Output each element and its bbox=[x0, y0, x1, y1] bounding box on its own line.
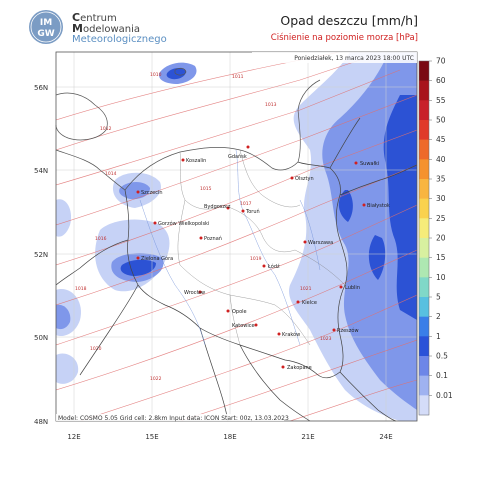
svg-text:1014: 1014 bbox=[105, 171, 117, 177]
isobars bbox=[56, 52, 417, 421]
city-marker-szczecin bbox=[136, 190, 140, 194]
precip-nw-mid bbox=[119, 182, 150, 200]
city-label-warszawa: Warszawa bbox=[308, 240, 333, 246]
lat-label-54n: 54N bbox=[34, 167, 48, 175]
city-label-zakopane: Zakopane bbox=[287, 365, 312, 371]
city-marker-opole bbox=[226, 309, 230, 313]
map-subtitle: Ciśnienie na poziomie morza [hPa] bbox=[270, 33, 418, 43]
city-marker-krakow bbox=[277, 332, 281, 336]
city-label-krakow: Kraków bbox=[282, 331, 300, 338]
date-label-bg bbox=[252, 52, 417, 63]
city-label-torun: Toruń bbox=[245, 208, 260, 215]
city-label-wroclaw: Wrocław bbox=[184, 290, 205, 296]
lat-label-50n: 50N bbox=[34, 334, 48, 342]
city-label-gorzow: Gorzów Wielkopolski bbox=[158, 220, 209, 227]
city-marker-warszawa bbox=[303, 240, 307, 244]
internal-borders bbox=[177, 149, 346, 346]
svg-text:1018: 1018 bbox=[75, 286, 87, 292]
city-label-lublin: Lublin bbox=[345, 285, 360, 291]
city-marker-lublin bbox=[339, 285, 343, 289]
lat-label-56n: 56N bbox=[34, 84, 48, 92]
header: IM GW Centrum Modelowania Meteorologiczn… bbox=[0, 0, 478, 52]
svg-text:1015: 1015 bbox=[200, 186, 212, 192]
city-marker-poznan bbox=[199, 236, 203, 240]
lat-label-52n: 52N bbox=[34, 251, 48, 259]
city-marker-katowice bbox=[254, 323, 258, 327]
precip-small-1 bbox=[125, 237, 143, 251]
svg-text:1021: 1021 bbox=[300, 286, 312, 292]
city-marker-zakopane bbox=[281, 365, 285, 369]
city-marker-gorzow bbox=[153, 221, 157, 225]
longitude-labels: 12E 15E 18E 21E 24E bbox=[67, 433, 392, 441]
footer-bg bbox=[56, 414, 284, 421]
precip-sw-far bbox=[56, 353, 79, 384]
forecast-date: Poniedziałek, 13 marca 2023 18:00 UTC bbox=[294, 55, 414, 62]
logo-text-top: IM bbox=[40, 18, 52, 28]
coastline bbox=[55, 67, 321, 191]
org-name-line3: Meteorologicznego bbox=[72, 34, 167, 45]
svg-text:1023: 1023 bbox=[320, 336, 332, 342]
precip-east-strong-2 bbox=[368, 235, 386, 280]
city-label-gdansk: Gdańsk bbox=[228, 153, 247, 160]
city-label-bydgoszcz: Bydgoszcz bbox=[204, 204, 231, 210]
city-label-rzeszow: Rzeszów bbox=[337, 327, 359, 334]
city-markers: Koszalin Gdańsk Olsztyn Suwałki Szczecin… bbox=[136, 145, 390, 371]
city-marker-koszalin bbox=[181, 158, 185, 162]
city-marker-zielona-gora bbox=[136, 256, 140, 260]
lon-label-24e: 24E bbox=[379, 433, 392, 441]
city-marker-olsztyn bbox=[290, 176, 294, 180]
latitude-labels: 56N 54N 52N 50N 48N bbox=[34, 84, 48, 426]
city-label-zielona-gora: Zielona Góra bbox=[141, 255, 173, 262]
precip-east-strong bbox=[383, 95, 417, 320]
city-label-opole: Opole bbox=[232, 309, 247, 315]
precip-east-strong-3 bbox=[338, 190, 353, 222]
precip-sw-mid bbox=[56, 304, 71, 330]
precipitation-layer bbox=[56, 52, 417, 421]
city-label-bialystok: Białystok bbox=[367, 203, 390, 209]
city-marker-kielce bbox=[296, 300, 300, 304]
svg-text:1022: 1022 bbox=[150, 376, 162, 382]
city-marker-rzeszow bbox=[332, 328, 336, 332]
lat-label-48n: 48N bbox=[34, 418, 48, 426]
city-marker-bydgoszcz bbox=[226, 206, 230, 210]
org-name-line2: Modelowania bbox=[72, 22, 141, 35]
svg-text:1019: 1019 bbox=[250, 256, 262, 262]
org-name-line1: Centrum bbox=[72, 11, 117, 24]
svg-text:1010: 1010 bbox=[150, 72, 162, 78]
isobar-labels: 1010 1011 1012 1013 1014 1015 1016 1017 … bbox=[75, 72, 332, 382]
city-label-szczecin: Szczecin bbox=[141, 190, 163, 196]
city-marker-lodz bbox=[262, 264, 266, 268]
city-label-katowice: Katowice bbox=[232, 323, 255, 329]
logo-text-bottom: GW bbox=[37, 29, 54, 39]
city-label-lodz: Łódź bbox=[267, 263, 280, 270]
city-marker-bialystok bbox=[362, 203, 366, 207]
model-info: Model: COSMO 5.05 Grid cell: 2.8km Input… bbox=[58, 415, 289, 422]
lon-label-18e: 18E bbox=[223, 433, 236, 441]
lon-label-15e: 15E bbox=[145, 433, 158, 441]
imgw-logo: IM GW bbox=[29, 10, 63, 44]
svg-text:1013: 1013 bbox=[265, 102, 277, 108]
svg-text:1012: 1012 bbox=[100, 126, 112, 132]
svg-text:1016: 1016 bbox=[95, 236, 107, 242]
map-title: Opad deszczu [mm/h] bbox=[280, 13, 418, 28]
city-marker-gdansk bbox=[246, 145, 250, 149]
svg-text:1011: 1011 bbox=[232, 74, 244, 80]
rivers bbox=[139, 149, 321, 346]
lon-label-12e: 12E bbox=[67, 433, 80, 441]
city-label-poznan: Poznań bbox=[204, 235, 222, 242]
lon-label-21e: 21E bbox=[301, 433, 314, 441]
city-label-koszalin: Koszalin bbox=[186, 158, 206, 164]
svg-text:1017: 1017 bbox=[240, 201, 252, 207]
city-marker-suwalki bbox=[354, 161, 358, 165]
svg-text:1020: 1020 bbox=[90, 346, 102, 352]
city-label-kielce: Kielce bbox=[302, 300, 317, 306]
city-label-suwalki: Suwałki bbox=[360, 161, 379, 167]
city-marker-torun bbox=[241, 209, 245, 213]
city-marker-wroclaw bbox=[198, 290, 202, 294]
city-label-olsztyn: Olsztyn bbox=[295, 176, 314, 182]
precip-west-edge bbox=[56, 199, 72, 237]
